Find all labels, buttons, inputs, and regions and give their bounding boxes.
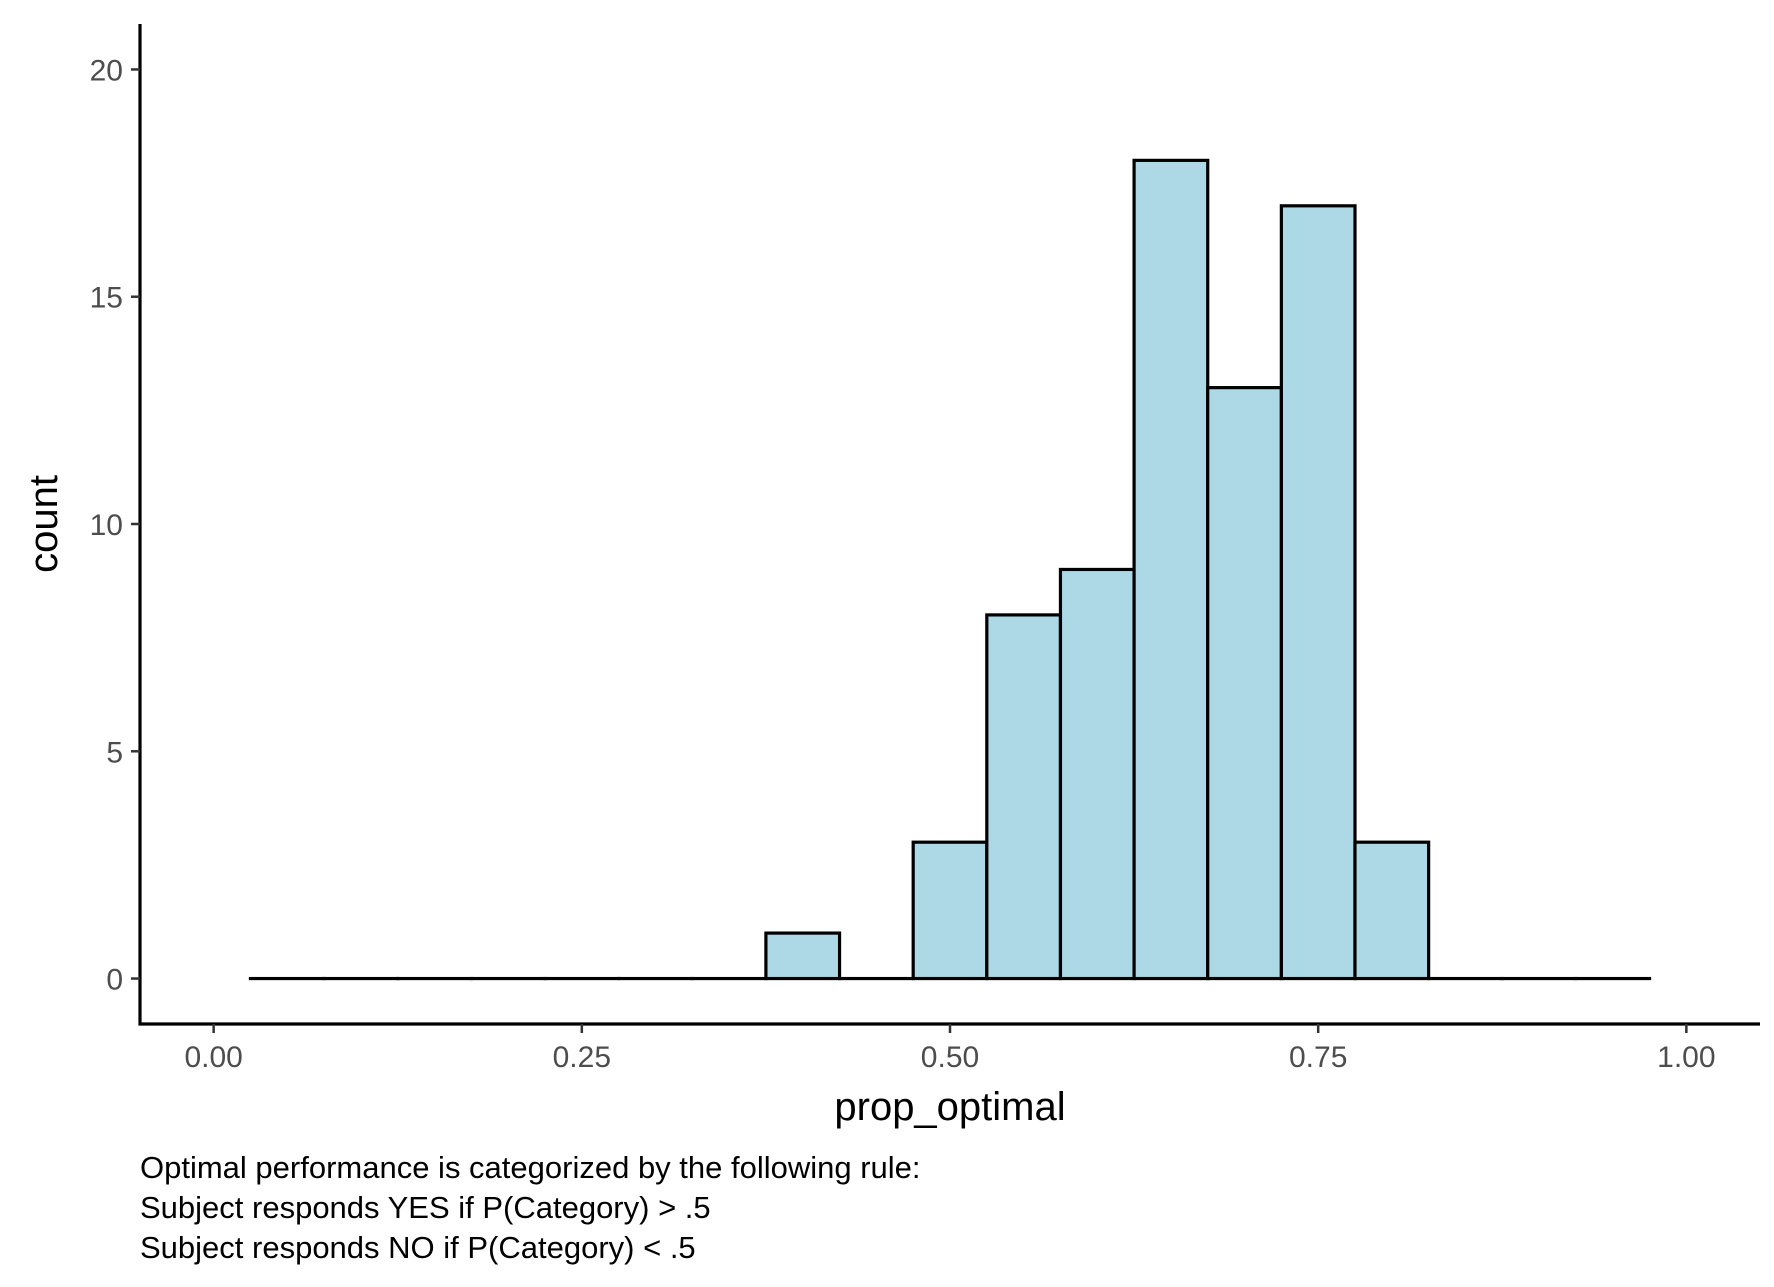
y-tick-label: 0: [106, 964, 123, 997]
caption-line-3: Subject responds NO if P(Category) < .5: [140, 1230, 696, 1265]
caption: Optimal performance is categorized by th…: [140, 1148, 921, 1268]
histogram-bar-16: [1353, 840, 1431, 981]
y-axis-title: count: [22, 475, 66, 573]
x-tick-label: 0.25: [553, 1041, 611, 1074]
histogram-bar-12: [1058, 567, 1136, 981]
histogram-bar-13: [1132, 158, 1210, 981]
caption-line-2: Subject responds YES if P(Category) > .5: [140, 1190, 711, 1225]
y-tick-label: 15: [90, 282, 123, 315]
caption-line-1: Optimal performance is categorized by th…: [140, 1150, 921, 1185]
histogram-bar-15: [1279, 204, 1357, 981]
bars-layer: [248, 158, 1652, 981]
histogram-bar-11: [985, 613, 1063, 981]
y-tick-label: 5: [106, 736, 123, 769]
y-tick-label: 20: [90, 54, 123, 87]
x-axis-title: prop_optimal: [834, 1085, 1065, 1129]
x-tick-label: 0.75: [1289, 1041, 1347, 1074]
x-tick-label: 0.00: [184, 1041, 242, 1074]
y-tick-label: 10: [90, 509, 123, 542]
histogram-bar-14: [1206, 386, 1283, 981]
histogram-bar-8: [764, 931, 842, 981]
x-tick-label: 1.00: [1657, 1041, 1715, 1074]
histogram-bar-10: [911, 840, 989, 981]
ticks-layer: 0.00 0.25 0.50 0.75 1.00 0 5 10 15 20: [90, 54, 1716, 1074]
x-tick-label: 0.50: [921, 1041, 979, 1074]
